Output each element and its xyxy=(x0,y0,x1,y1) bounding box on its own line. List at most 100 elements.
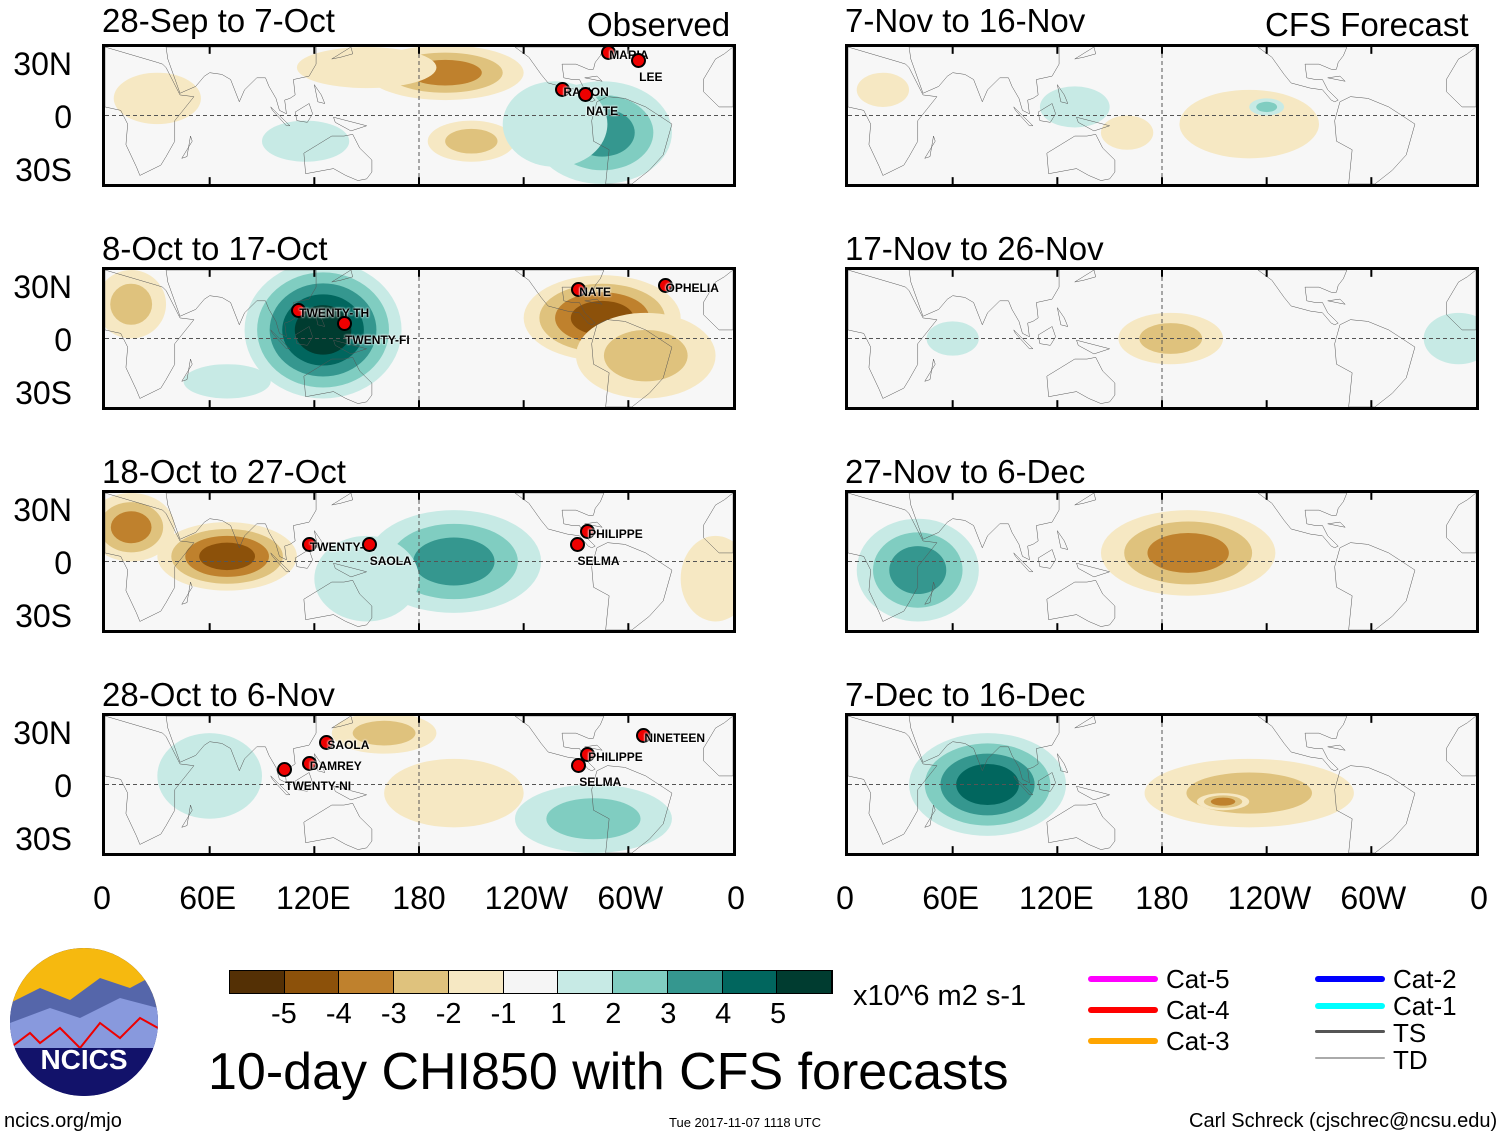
storm-label: SELMA xyxy=(579,775,622,790)
coastline xyxy=(1258,47,1347,102)
legend-line xyxy=(1315,1030,1385,1033)
legend-line xyxy=(1088,1038,1158,1044)
storm-icon xyxy=(601,44,617,60)
coastline xyxy=(515,493,604,548)
coastline xyxy=(166,270,316,337)
coastline xyxy=(1047,357,1115,403)
anomaly-contour xyxy=(110,283,153,325)
storm-label: NATE xyxy=(586,104,619,119)
coastline xyxy=(585,522,602,527)
legend-line xyxy=(1315,976,1385,982)
coastline xyxy=(925,136,935,158)
coastline xyxy=(703,493,733,553)
coastline xyxy=(1038,773,1055,792)
coastline xyxy=(1047,134,1115,180)
logo-text: NCICS xyxy=(40,1044,128,1075)
lon-tick-label: 0 xyxy=(1470,880,1488,916)
colorbar xyxy=(229,970,833,994)
colorbar-label: 1 xyxy=(550,998,567,1030)
storm-icon xyxy=(636,727,652,743)
colorbar-swatch xyxy=(394,971,449,993)
lat-tick-label: 30S xyxy=(15,598,72,634)
anomaly-contour xyxy=(856,72,910,107)
coastline xyxy=(1038,104,1055,123)
anomaly-contour xyxy=(294,305,352,355)
storm-icon xyxy=(631,53,647,69)
coastline xyxy=(1335,543,1415,630)
coastline xyxy=(1328,745,1345,750)
map-panel-observed xyxy=(102,267,736,410)
coastline xyxy=(585,76,602,81)
figure-title: 10-day CHI850 with CFS forecasts xyxy=(208,1043,1009,1101)
lat-tick-label: 0 xyxy=(54,768,72,804)
storm-icon xyxy=(571,281,587,297)
anomaly-contour xyxy=(113,72,201,125)
legend-label: Cat-5 xyxy=(1166,964,1230,994)
storm-icon xyxy=(291,303,307,319)
colorbar-label: -5 xyxy=(271,998,297,1030)
coastline xyxy=(105,493,194,621)
coastline xyxy=(304,580,372,626)
coastline xyxy=(271,776,290,795)
map-panel-forecast xyxy=(845,267,1479,410)
coastline xyxy=(314,85,324,104)
storm-label: TWENTY-NI xyxy=(285,778,352,793)
coastline xyxy=(1075,270,1096,282)
storm-icon xyxy=(301,536,317,552)
forecast-label: CFS Forecast xyxy=(1265,6,1469,43)
colorbar-label: 4 xyxy=(715,998,732,1030)
coastline xyxy=(703,270,733,330)
coastline xyxy=(304,357,372,403)
coastline xyxy=(1057,85,1067,104)
panel-title: 7-Dec to 16-Dec xyxy=(845,676,1086,713)
colorbar-label: 2 xyxy=(605,998,622,1030)
panel-title: 28-Oct to 6-Nov xyxy=(102,676,335,713)
coastline xyxy=(1446,716,1476,776)
colorbar-swatch xyxy=(284,971,340,993)
footer-author: Carl Schreck (cjschrec@ncsu.edu) xyxy=(1189,1110,1498,1132)
anomaly-contour xyxy=(183,364,271,399)
storm-icon xyxy=(277,761,293,777)
coastline xyxy=(1075,716,1096,728)
colorbar-swatch xyxy=(667,971,723,993)
legend-label: Cat-2 xyxy=(1393,964,1457,994)
anomaly-contour xyxy=(110,511,152,544)
coastline xyxy=(848,47,937,175)
colorbar-label: -2 xyxy=(435,998,462,1030)
footer-url[interactable]: ncics.org/mjo xyxy=(4,1110,122,1132)
map-panel-observed xyxy=(102,44,736,187)
coastline xyxy=(1258,270,1347,325)
storm-label: TWENTY-FI xyxy=(345,332,410,347)
storm-icon xyxy=(555,82,571,98)
legend-label: Cat-3 xyxy=(1166,1026,1230,1056)
coastline xyxy=(1446,47,1476,107)
coastline xyxy=(1335,97,1415,184)
colorbar-swatch xyxy=(448,971,504,993)
coastline xyxy=(703,716,733,776)
storm-label: TWENTY-TH xyxy=(299,306,370,321)
storm-label: NATE xyxy=(579,284,612,299)
coastline xyxy=(1075,47,1096,59)
storm-icon xyxy=(657,278,673,294)
lon-tick-label: 60E xyxy=(179,880,237,916)
anomaly-contour xyxy=(1039,86,1110,128)
lat-tick-label: 0 xyxy=(54,545,72,581)
map-panel-forecast xyxy=(845,490,1479,633)
lat-tick-label: 30S xyxy=(15,821,72,857)
coastline xyxy=(105,47,194,175)
anomaly-contour xyxy=(262,120,350,162)
coastline xyxy=(295,104,312,123)
coastline xyxy=(909,493,1059,560)
coastline xyxy=(1014,330,1033,349)
colorbar-swatch xyxy=(503,971,559,993)
storm-label: TWENTY-SI xyxy=(309,539,376,554)
storm-icon xyxy=(337,315,353,331)
coastline xyxy=(703,47,733,107)
map-panel-observed xyxy=(102,490,736,633)
coastline xyxy=(332,47,353,59)
lon-tick-label: 180 xyxy=(1135,880,1189,916)
lon-tick-label: 180 xyxy=(392,880,446,916)
coastline xyxy=(182,136,192,158)
storm-label: SELMA xyxy=(577,553,620,568)
